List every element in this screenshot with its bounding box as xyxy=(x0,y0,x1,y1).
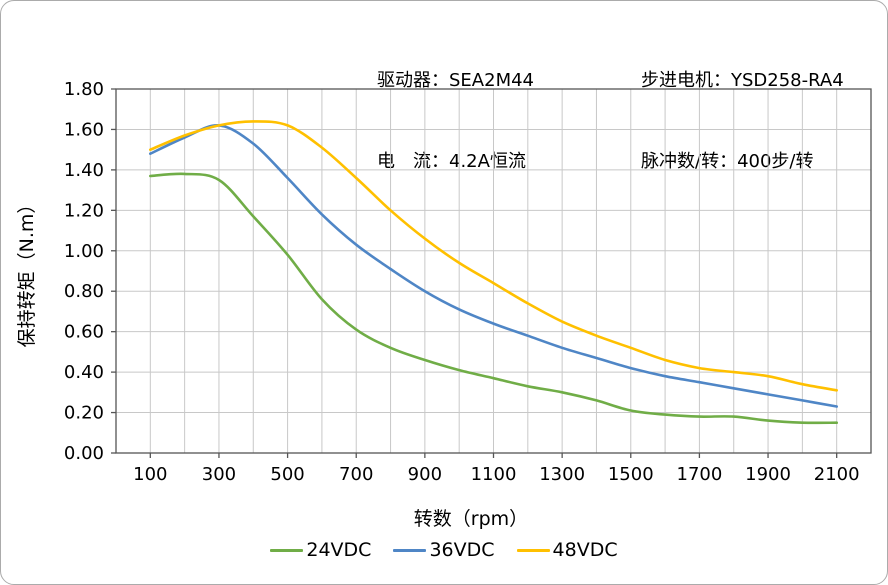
legend-item-24vdc: 24VDC xyxy=(270,539,371,561)
svg-text:500: 500 xyxy=(270,464,304,485)
chart-header-right: 步进电机：YSD258-RA4 脉冲数/转：400步/转 xyxy=(641,13,844,229)
svg-text:1.00: 1.00 xyxy=(64,241,104,262)
x-tick-labels: 100 300 500 700 900 1100 1300 1500 1700 1900 2100 xyxy=(133,464,859,485)
svg-text:2100: 2100 xyxy=(814,464,860,485)
driver-info: 驱动器：SEA2M44 xyxy=(377,70,534,91)
torque-curve-chart: 100 300 500 700 900 1100 1300 1500 1700 1900 2100 0… xyxy=(16,79,872,530)
gridlines xyxy=(116,89,871,453)
svg-text:1500: 1500 xyxy=(608,464,654,485)
svg-text:900: 900 xyxy=(408,464,442,485)
legend-label-24vdc: 24VDC xyxy=(306,539,372,561)
legend-swatch-36vdc xyxy=(393,548,427,552)
series-line-24VDC xyxy=(149,172,838,425)
legend-swatch-48vdc xyxy=(516,548,550,552)
legend-label-48vdc: 48VDC xyxy=(552,539,618,561)
svg-text:0.40: 0.40 xyxy=(64,362,104,383)
svg-text:1.60: 1.60 xyxy=(64,119,104,140)
chart-header-left: 驱动器：SEA2M44 电 流：4.2A恒流 xyxy=(377,13,534,229)
svg-text:0.80: 0.80 xyxy=(64,281,104,302)
x-axis-label: 转数（rpm） xyxy=(414,508,528,530)
legend-item-36vdc: 36VDC xyxy=(393,539,495,561)
svg-text:300: 300 xyxy=(202,464,236,485)
axis-ticks xyxy=(111,88,838,458)
svg-text:700: 700 xyxy=(339,464,373,485)
svg-text:1.80: 1.80 xyxy=(64,79,104,100)
svg-text:100: 100 xyxy=(133,464,167,485)
series-line-48VDC xyxy=(149,120,838,392)
pulses-info: 脉冲数/转：400步/转 xyxy=(641,151,814,172)
y-tick-labels: 0.00 0.20 0.40 0.60 0.80 1.00 1.20 1.40 1.60 1.80 xyxy=(64,79,104,464)
legend-item-48vdc: 48VDC xyxy=(516,539,618,561)
svg-text:0.00: 0.00 xyxy=(64,443,104,464)
series-line-36VDC xyxy=(149,124,838,408)
svg-text:1.20: 1.20 xyxy=(64,200,104,221)
legend-swatch-24vdc xyxy=(270,548,304,552)
svg-text:1100: 1100 xyxy=(471,464,517,485)
svg-text:0.20: 0.20 xyxy=(64,403,104,424)
svg-text:1900: 1900 xyxy=(745,464,791,485)
svg-text:1700: 1700 xyxy=(677,464,723,485)
svg-text:1300: 1300 xyxy=(539,464,585,485)
chart-legend: 24VDC 36VDC 48VDC xyxy=(1,539,887,561)
svg-text:1.40: 1.40 xyxy=(64,160,104,181)
svg-text:0.60: 0.60 xyxy=(64,322,104,343)
y-axis-label: 保持转矩（N.m） xyxy=(16,195,38,348)
legend-label-36vdc: 36VDC xyxy=(429,539,495,561)
motor-info: 步进电机：YSD258-RA4 xyxy=(641,70,844,91)
